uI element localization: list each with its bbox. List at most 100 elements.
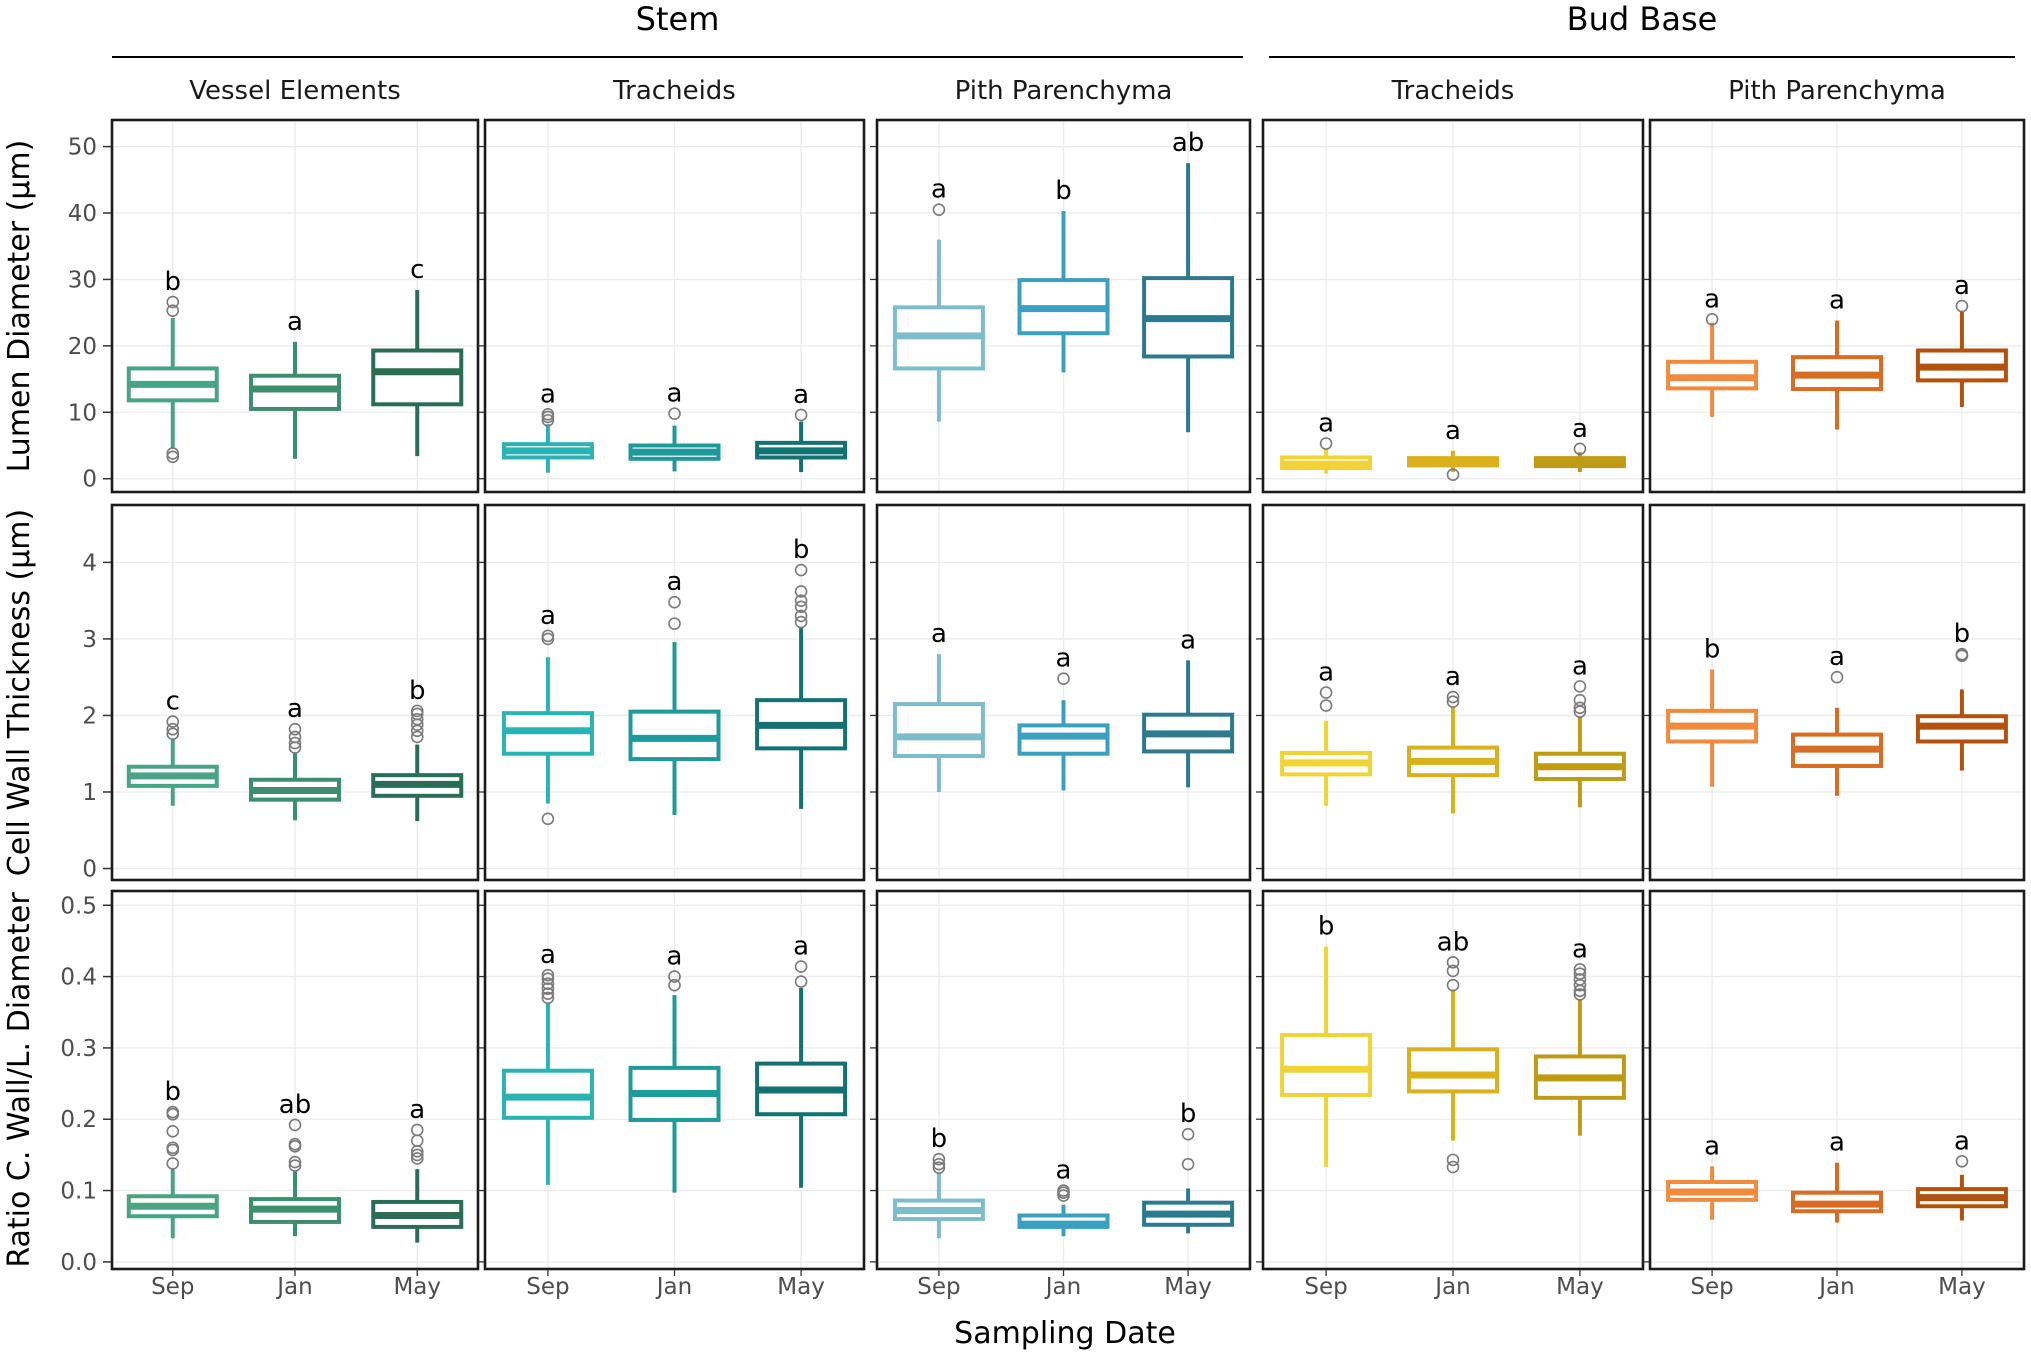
group-label-1: Bud Base bbox=[1567, 0, 1718, 38]
significance-letter: c bbox=[410, 255, 424, 285]
y-tick-label: 0 bbox=[82, 467, 97, 493]
box-sep: a bbox=[501, 379, 594, 473]
outlier-point bbox=[541, 812, 555, 826]
y-tick-label: 20 bbox=[68, 334, 97, 360]
significance-letter: b bbox=[931, 1124, 948, 1154]
panel-border bbox=[110, 118, 480, 494]
outlier-point bbox=[668, 970, 681, 983]
panel-r1-c0: c ab bbox=[110, 503, 480, 882]
significance-letter: a bbox=[667, 567, 683, 597]
outlier-point bbox=[288, 1159, 302, 1172]
outlier-point bbox=[541, 413, 555, 427]
box-may: a bbox=[1915, 271, 2008, 407]
significance-letter: a bbox=[667, 942, 683, 972]
box-may: a bbox=[1533, 651, 1626, 808]
significance-letter: a bbox=[1704, 1131, 1720, 1161]
outlier-point bbox=[166, 1105, 180, 1119]
outlier-point bbox=[288, 736, 302, 750]
outlier-point bbox=[541, 968, 555, 982]
outlier-point bbox=[1705, 312, 1719, 326]
significance-letter: ab bbox=[1172, 128, 1204, 158]
x-tick-label: May bbox=[393, 1274, 441, 1300]
significance-letter: a bbox=[1954, 271, 1970, 301]
significance-letter: a bbox=[540, 379, 556, 409]
x-tick-label: Sep bbox=[151, 1274, 194, 1300]
panel-r2-c2: b a b Sep Jan May bbox=[870, 889, 1252, 1300]
significance-letter: ab bbox=[279, 1090, 311, 1120]
outlier-point bbox=[410, 712, 424, 726]
significance-letter: a bbox=[1572, 934, 1588, 964]
y-axis-title-0: Lumen Diameter (µm) bbox=[2, 140, 37, 473]
box-may: a bbox=[1533, 414, 1626, 473]
panel-border bbox=[875, 503, 1252, 882]
outlier-point bbox=[794, 408, 808, 422]
panel-border bbox=[875, 118, 1252, 494]
y-tick-label: 0.0 bbox=[60, 1250, 97, 1276]
significance-letter: b bbox=[1704, 635, 1721, 665]
outlier-point bbox=[1830, 670, 1844, 684]
outlier-point bbox=[166, 304, 180, 317]
panel-r0-c2: a bab bbox=[870, 118, 1252, 494]
outlier-point bbox=[1573, 988, 1587, 1001]
outlier-point bbox=[166, 1141, 180, 1155]
y-tick-label: 0.2 bbox=[60, 1107, 97, 1133]
x-tick-label: Jan bbox=[1817, 1274, 1854, 1300]
box-jan: a bbox=[1407, 416, 1499, 482]
significance-letter: a bbox=[793, 932, 809, 962]
significance-letter: a bbox=[540, 940, 556, 970]
outlier-point bbox=[1446, 1153, 1460, 1167]
outlier-point bbox=[1446, 468, 1460, 482]
y-tick-label: 0.5 bbox=[60, 893, 97, 919]
significance-letter: a bbox=[1829, 1128, 1845, 1158]
outlier-point bbox=[794, 960, 808, 973]
x-axis-title: Sampling Date bbox=[954, 1316, 1176, 1351]
significance-letter: a bbox=[1180, 625, 1196, 655]
x-tick-label: May bbox=[1164, 1274, 1212, 1300]
panel-border bbox=[1648, 503, 2026, 882]
outlier-point bbox=[541, 991, 555, 1005]
box-sep: a bbox=[1666, 1131, 1759, 1220]
significance-letter: a bbox=[1056, 1156, 1072, 1186]
outlier-point bbox=[794, 609, 808, 623]
x-tick-label: Sep bbox=[1304, 1274, 1347, 1300]
y-axis-title-1: Cell Wall Thickness (µm) bbox=[2, 509, 37, 876]
significance-letter: a bbox=[1829, 642, 1845, 672]
outlier-point bbox=[410, 1148, 424, 1162]
box-jan: a bbox=[1791, 1128, 1883, 1223]
significance-letter: b bbox=[164, 267, 181, 297]
outlier-point bbox=[166, 450, 180, 464]
box-jan: a bbox=[628, 567, 721, 815]
strip-label-3: Tracheids bbox=[1391, 76, 1515, 106]
outlier-point bbox=[794, 563, 808, 577]
outlier-point bbox=[166, 722, 180, 736]
x-tick-label: Jan bbox=[275, 1274, 312, 1300]
outlier-point bbox=[166, 727, 180, 741]
panel-border bbox=[1648, 118, 2026, 494]
y-tick-label: 0.4 bbox=[60, 965, 97, 991]
outlier-point bbox=[541, 972, 555, 986]
outlier-point bbox=[668, 407, 681, 420]
box-jan: ab bbox=[249, 1090, 341, 1237]
outlier-point bbox=[1057, 1184, 1070, 1197]
box-iqr bbox=[892, 701, 985, 759]
outlier-point bbox=[794, 615, 808, 629]
y-tick-label: 50 bbox=[68, 135, 97, 161]
x-tick-label: Sep bbox=[1690, 1274, 1733, 1300]
outlier-point bbox=[794, 594, 808, 607]
outlier-point bbox=[1446, 956, 1460, 969]
outlier-point bbox=[541, 407, 555, 421]
outlier-point bbox=[1573, 701, 1587, 715]
significance-letter: b bbox=[409, 676, 426, 706]
outlier-point bbox=[1181, 1157, 1195, 1171]
y-axis-title-2: Ratio C. Wall/L. Diameter bbox=[2, 892, 37, 1268]
outlier-point bbox=[1573, 442, 1587, 456]
x-tick-label: May bbox=[1556, 1274, 1604, 1300]
significance-letter: a bbox=[287, 694, 303, 724]
strip-label-1: Tracheids bbox=[612, 76, 736, 106]
outlier-point bbox=[932, 203, 946, 216]
panel-r2-c3: b ab a Sep Jan May bbox=[1256, 889, 1645, 1300]
outlier-point bbox=[541, 987, 555, 1001]
